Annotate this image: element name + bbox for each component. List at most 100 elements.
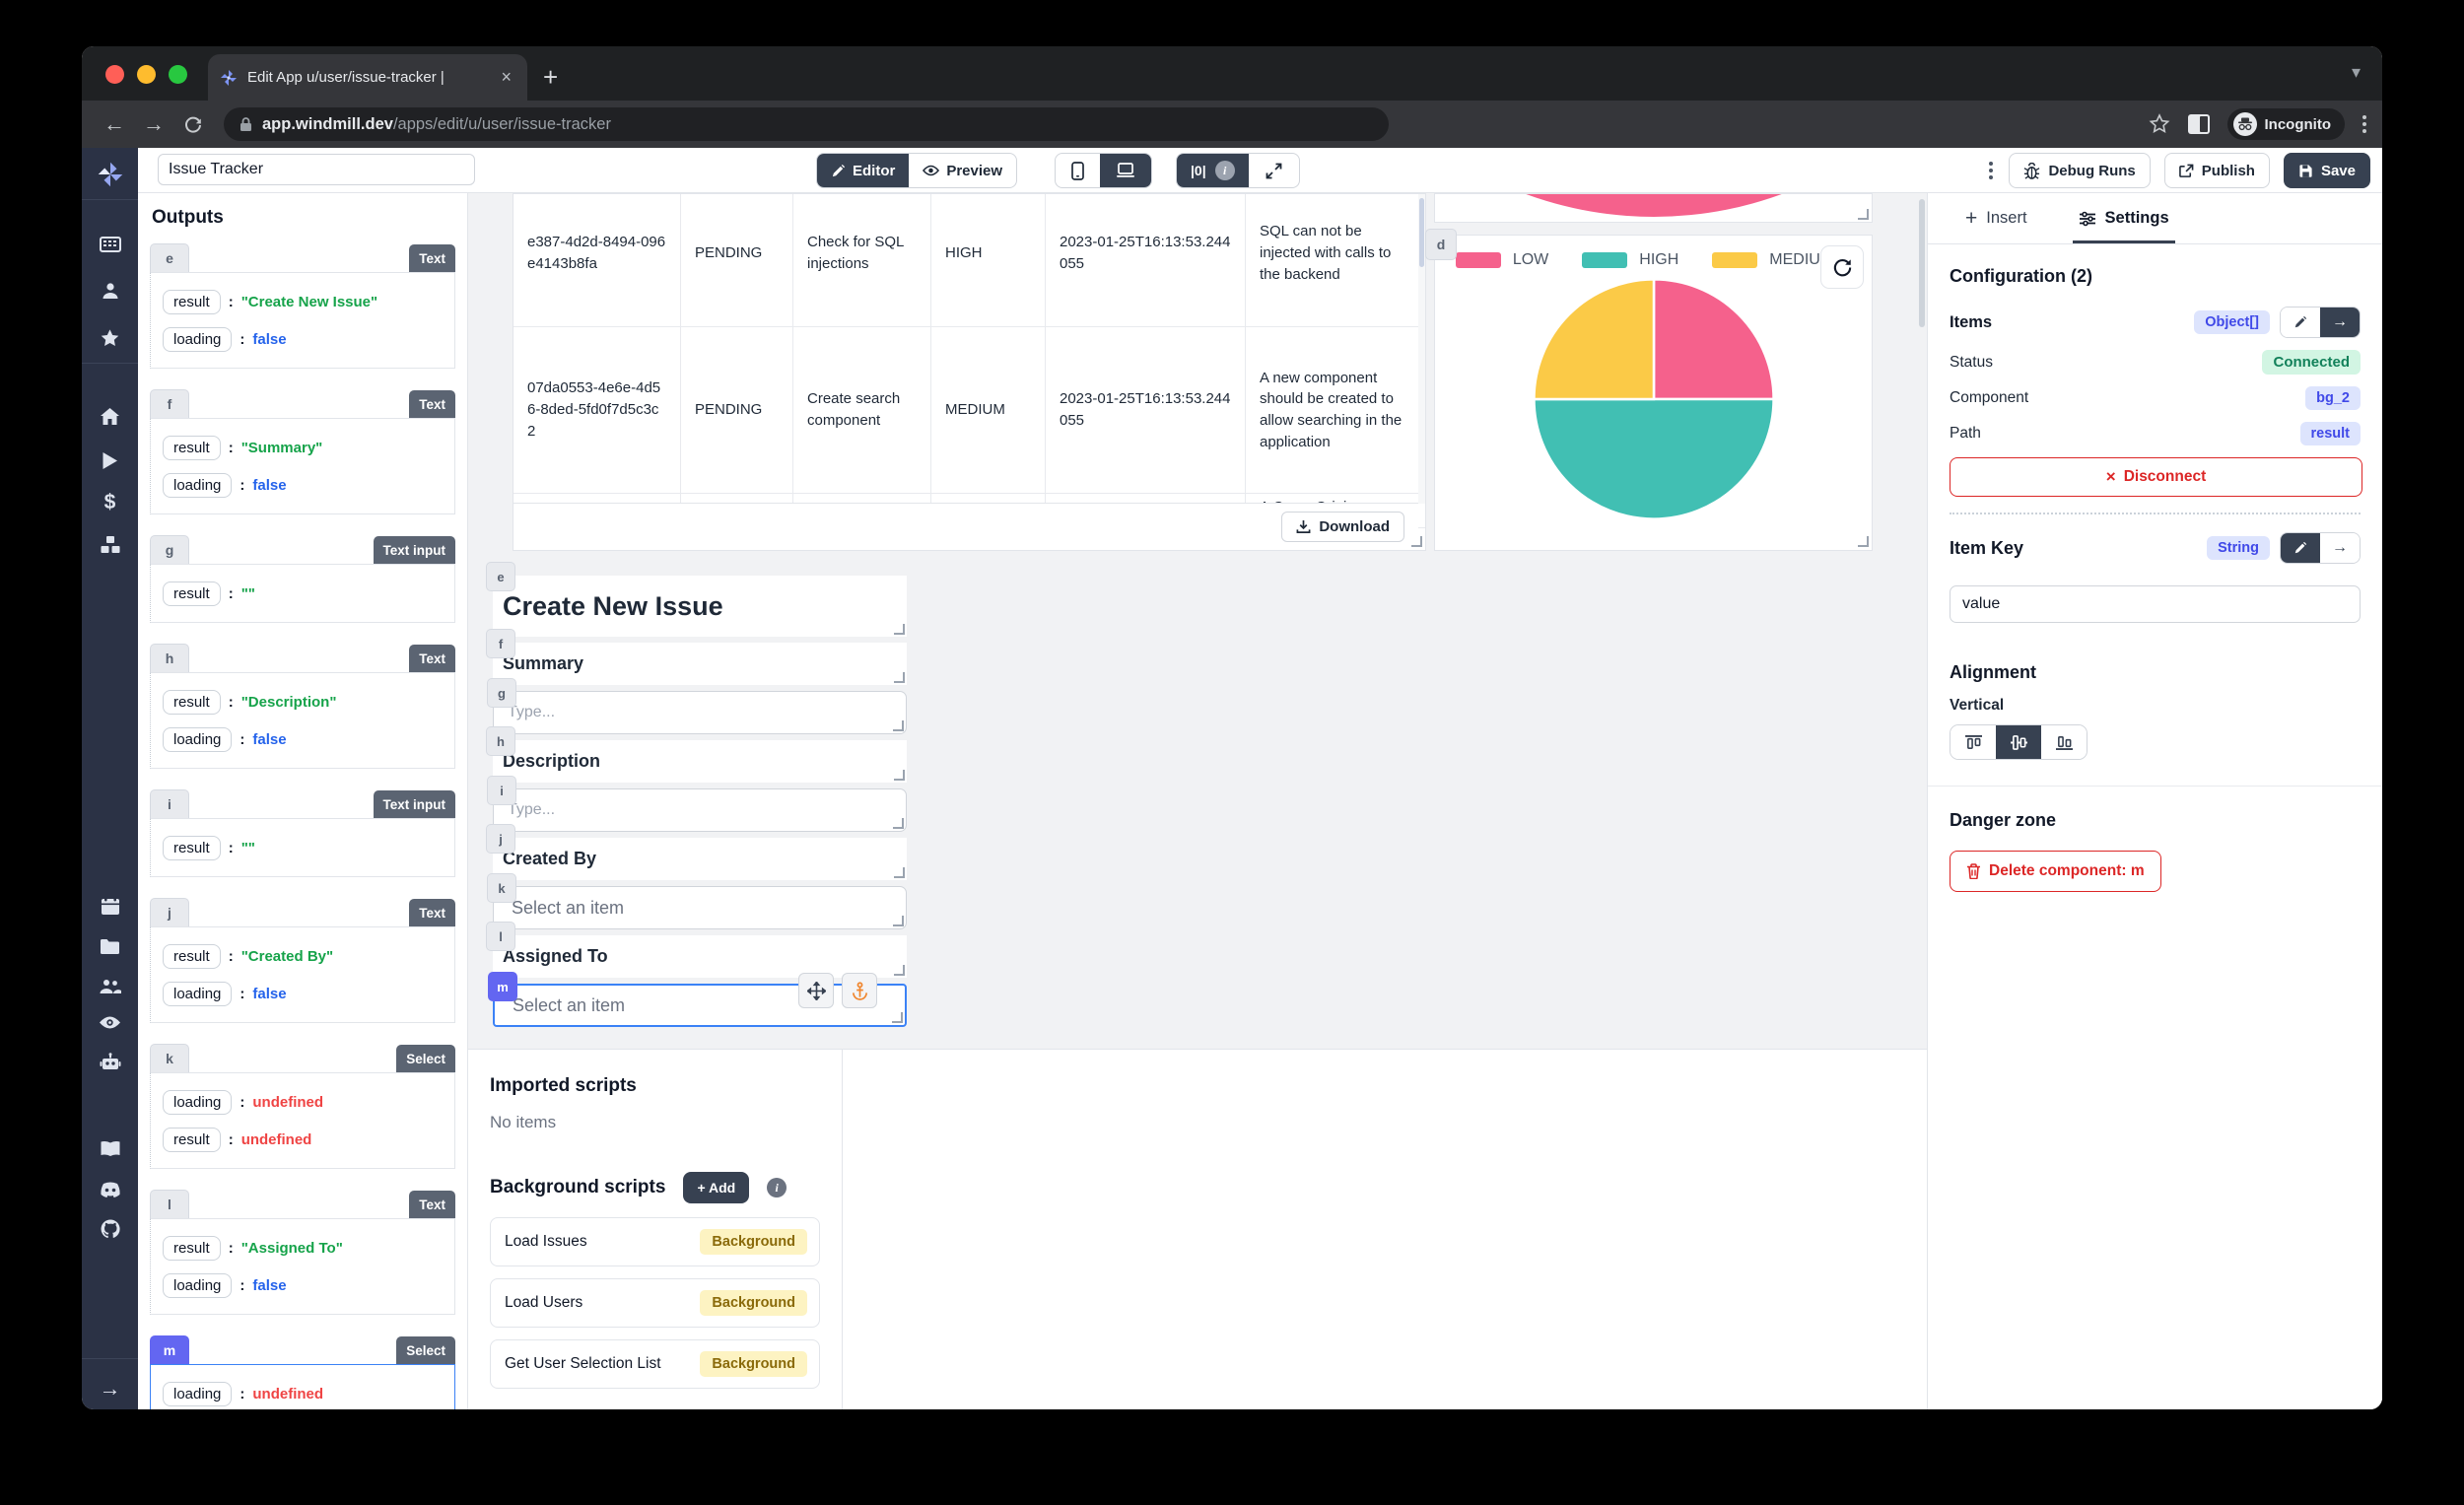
align-bottom-button[interactable]	[2041, 725, 2087, 759]
address-bar[interactable]: app.windmill.dev/apps/edit/u/user/issue-…	[224, 107, 1389, 141]
app-canvas[interactable]: e387-4d2d-8494-096e4143b8fa PENDING Check …	[468, 193, 1927, 1049]
resize-handle-icon[interactable]	[1858, 536, 1869, 547]
component-id-tag[interactable]: d	[1425, 229, 1457, 260]
component-id-tag[interactable]: m	[150, 1335, 189, 1364]
component-id-tag[interactable]: f	[150, 389, 189, 418]
legend-item[interactable]: LOW	[1455, 251, 1548, 269]
diff-toggle-button[interactable]: |0| i	[1177, 154, 1249, 187]
tab-insert[interactable]: + Insert	[1965, 206, 2027, 230]
item-key-connect-button[interactable]: →	[2320, 533, 2360, 563]
workers-robot-icon[interactable]	[82, 1045, 138, 1078]
discord-icon[interactable]	[82, 1173, 138, 1206]
component-id-tag[interactable]: l	[486, 922, 515, 951]
table-scrollbar[interactable]	[1418, 194, 1425, 504]
tab-list-chevron-icon[interactable]: ▾	[2351, 62, 2361, 82]
table-row[interactable]: e387-4d2d-8494-096e4143b8fa PENDING Check …	[513, 194, 1425, 327]
variables-dollar-icon[interactable]: $	[103, 491, 116, 513]
close-window-button[interactable]	[105, 65, 124, 84]
legend-item[interactable]: MEDIUM	[1712, 251, 1833, 269]
output-key-pill[interactable]: loading	[163, 1089, 233, 1115]
audit-eye-icon[interactable]	[82, 1005, 138, 1039]
zoom-window-button[interactable]	[169, 65, 187, 84]
component-id-tag[interactable]: i	[487, 776, 516, 805]
output-card-body[interactable]: result: "Create New Issue" loading: false	[150, 272, 455, 369]
runs-play-icon[interactable]	[82, 444, 138, 477]
output-card-body[interactable]: result: ""	[150, 564, 455, 623]
item-key-static-button[interactable]	[2281, 533, 2320, 563]
output-key-pill[interactable]: result	[163, 1235, 221, 1261]
anchor-icon[interactable]	[842, 973, 877, 1008]
resize-handle-icon[interactable]	[894, 965, 905, 976]
component-id-tag[interactable]: i	[150, 789, 189, 818]
debug-runs-button[interactable]: Debug Runs	[2009, 153, 2151, 188]
output-key-pill[interactable]: loading	[163, 726, 233, 752]
output-key-pill[interactable]: result	[163, 435, 221, 460]
resize-handle-icon[interactable]	[894, 624, 905, 635]
groups-icon[interactable]	[82, 969, 138, 1002]
disconnect-button[interactable]: × Disconnect	[1950, 457, 2362, 497]
resize-handle-icon[interactable]	[893, 916, 904, 926]
bookmark-star-icon[interactable]	[2149, 113, 2170, 135]
minimize-window-button[interactable]	[137, 65, 156, 84]
resize-handle-icon[interactable]	[1411, 536, 1422, 547]
table-component[interactable]: e387-4d2d-8494-096e4143b8fa PENDING Check …	[513, 193, 1426, 551]
pie-chart-component-clipped[interactable]	[1434, 193, 1873, 223]
pie-chart-component[interactable]: d LOW HIGH MEDIUM	[1425, 229, 1873, 551]
form-component-g[interactable]: g Type...	[487, 678, 907, 734]
workspace-icon[interactable]	[82, 229, 138, 262]
background-script-row[interactable]: Get User Selection List Background	[490, 1339, 820, 1389]
download-button[interactable]: Download	[1281, 512, 1404, 542]
tab-close-icon[interactable]: ×	[501, 67, 512, 87]
save-button[interactable]: Save	[2283, 153, 2370, 188]
browser-menu-icon[interactable]	[2362, 115, 2366, 133]
publish-button[interactable]: Publish	[2163, 153, 2270, 188]
align-center-button[interactable]	[1996, 725, 2041, 759]
output-card-body[interactable]: result: ""	[150, 818, 455, 877]
resize-handle-icon[interactable]	[894, 672, 905, 683]
component-id-tag[interactable]: g	[150, 535, 189, 564]
output-key-pill[interactable]: result	[163, 835, 221, 860]
side-panel-icon[interactable]	[2187, 114, 2210, 134]
output-key-pill[interactable]: result	[163, 581, 221, 606]
component-id-tag[interactable]: l	[150, 1190, 189, 1218]
tab-settings[interactable]: Settings	[2072, 193, 2175, 243]
resize-handle-icon[interactable]	[894, 770, 905, 781]
output-key-pill[interactable]: result	[163, 689, 221, 715]
mobile-view-button[interactable]	[1056, 154, 1100, 187]
component-id-tag[interactable]: h	[150, 644, 189, 672]
output-card-body[interactable]: result: "Created By" loading: false	[150, 926, 455, 1023]
component-id-tag[interactable]: j	[486, 824, 515, 854]
component-id-tag[interactable]: j	[150, 898, 189, 926]
resources-cubes-icon[interactable]	[82, 528, 138, 562]
output-card-body[interactable]: result: "Description" loading: false	[150, 672, 455, 769]
output-card-body[interactable]: result: "Assigned To" loading: false	[150, 1218, 455, 1315]
output-card-body[interactable]: result: "Summary" loading: false	[150, 418, 455, 514]
component-id-tag[interactable]: e	[150, 243, 189, 272]
desktop-view-button[interactable]	[1100, 154, 1151, 187]
component-id-tag[interactable]: e	[486, 562, 515, 591]
favorites-star-icon[interactable]	[82, 321, 138, 355]
component-id-tag[interactable]: h	[486, 726, 515, 756]
schedules-calendar-icon[interactable]	[82, 889, 138, 923]
item-key-input[interactable]	[1950, 585, 2361, 623]
docs-book-icon[interactable]	[82, 1131, 138, 1165]
collapse-sidebar-arrow-icon[interactable]: →	[99, 1376, 121, 1401]
items-static-button[interactable]	[2281, 308, 2320, 337]
output-key-pill[interactable]: loading	[163, 1272, 233, 1298]
resize-handle-icon[interactable]	[893, 720, 904, 731]
browser-tab[interactable]: Edit App u/user/issue-tracker | ×	[208, 54, 527, 101]
back-icon[interactable]: ←	[103, 111, 125, 136]
github-icon[interactable]	[82, 1212, 138, 1246]
canvas-scrollbar[interactable]	[1919, 199, 1925, 327]
resize-handle-icon[interactable]	[893, 818, 904, 829]
app-name-input[interactable]	[158, 154, 475, 185]
windmill-logo-icon[interactable]	[82, 158, 138, 191]
resize-handle-icon[interactable]	[1858, 209, 1869, 220]
new-tab-button[interactable]: +	[543, 62, 559, 92]
output-key-pill[interactable]: loading	[163, 981, 233, 1006]
output-key-pill[interactable]: loading	[163, 326, 233, 352]
background-script-row[interactable]: Load Issues Background	[490, 1217, 820, 1266]
fullscreen-button[interactable]	[1249, 154, 1299, 187]
form-component-i[interactable]: i Type...	[487, 776, 907, 832]
